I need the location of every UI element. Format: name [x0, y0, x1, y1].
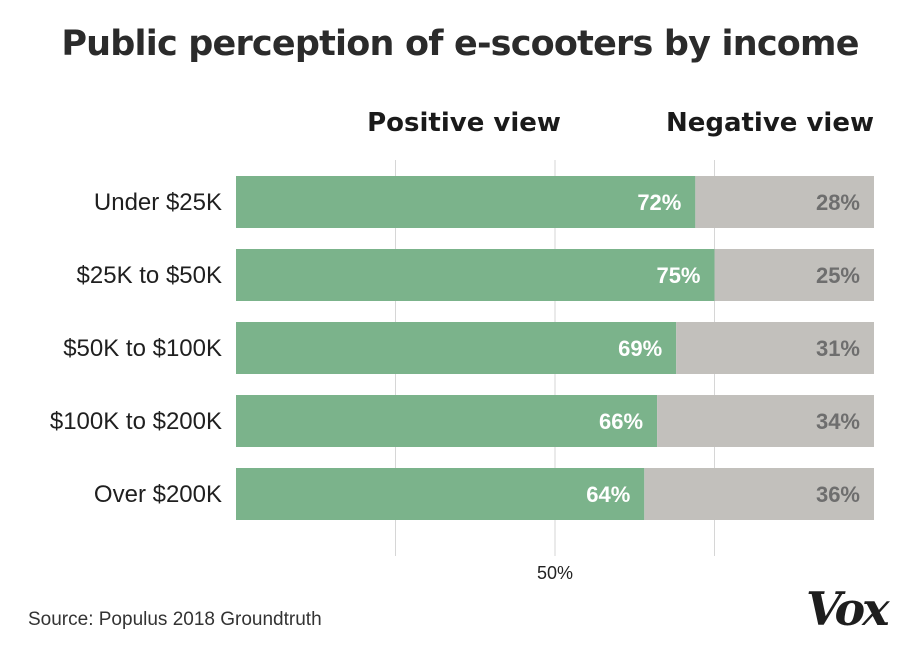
data-label-positive: 72%: [637, 190, 681, 215]
bar-positive: [236, 249, 715, 301]
bar-positive: [236, 322, 677, 374]
bar-row: Over $200K 64% 36%: [94, 468, 874, 520]
bar-negative: [644, 468, 874, 520]
bar-row: Under $25K 72% 28%: [94, 176, 874, 228]
bar-row: $50K to $100K 69% 31%: [63, 322, 874, 374]
bar-positive: [236, 176, 696, 228]
bar-negative: [676, 322, 874, 374]
data-label-negative: 25%: [816, 263, 860, 288]
data-label-positive: 64%: [586, 482, 630, 507]
bar-row: $100K to $200K 66% 34%: [50, 395, 874, 447]
bar-negative: [714, 249, 874, 301]
category-label: $50K to $100K: [63, 335, 222, 362]
vox-logo: Vox: [806, 582, 890, 636]
data-label-positive: 66%: [599, 409, 643, 434]
data-label-positive: 75%: [656, 263, 700, 288]
bar-row: $25K to $50K 75% 25%: [77, 249, 874, 301]
category-label: $100K to $200K: [50, 408, 222, 435]
chart-title: Public perception of e-scooters by incom…: [61, 24, 859, 64]
data-label-negative: 34%: [816, 409, 860, 434]
bar-negative: [695, 176, 874, 228]
data-label-negative: 28%: [816, 190, 860, 215]
legend-positive-view: Positive view: [367, 108, 561, 138]
data-label-negative: 36%: [816, 482, 860, 507]
legend-negative-view: Negative view: [666, 108, 874, 138]
data-label-negative: 31%: [816, 336, 860, 361]
category-label: $25K to $50K: [77, 262, 222, 289]
bar-positive: [236, 468, 645, 520]
source-note: Source: Populus 2018 Groundtruth: [28, 609, 322, 630]
category-label: Over $200K: [94, 481, 222, 508]
category-label: Under $25K: [94, 189, 222, 216]
x-tick-label: 50%: [537, 563, 573, 583]
bar-positive: [236, 395, 658, 447]
data-label-positive: 69%: [618, 336, 662, 361]
bar-chart: 50% Positive view Negative view Under $25K 7…: [50, 108, 874, 583]
bar-negative: [657, 395, 874, 447]
